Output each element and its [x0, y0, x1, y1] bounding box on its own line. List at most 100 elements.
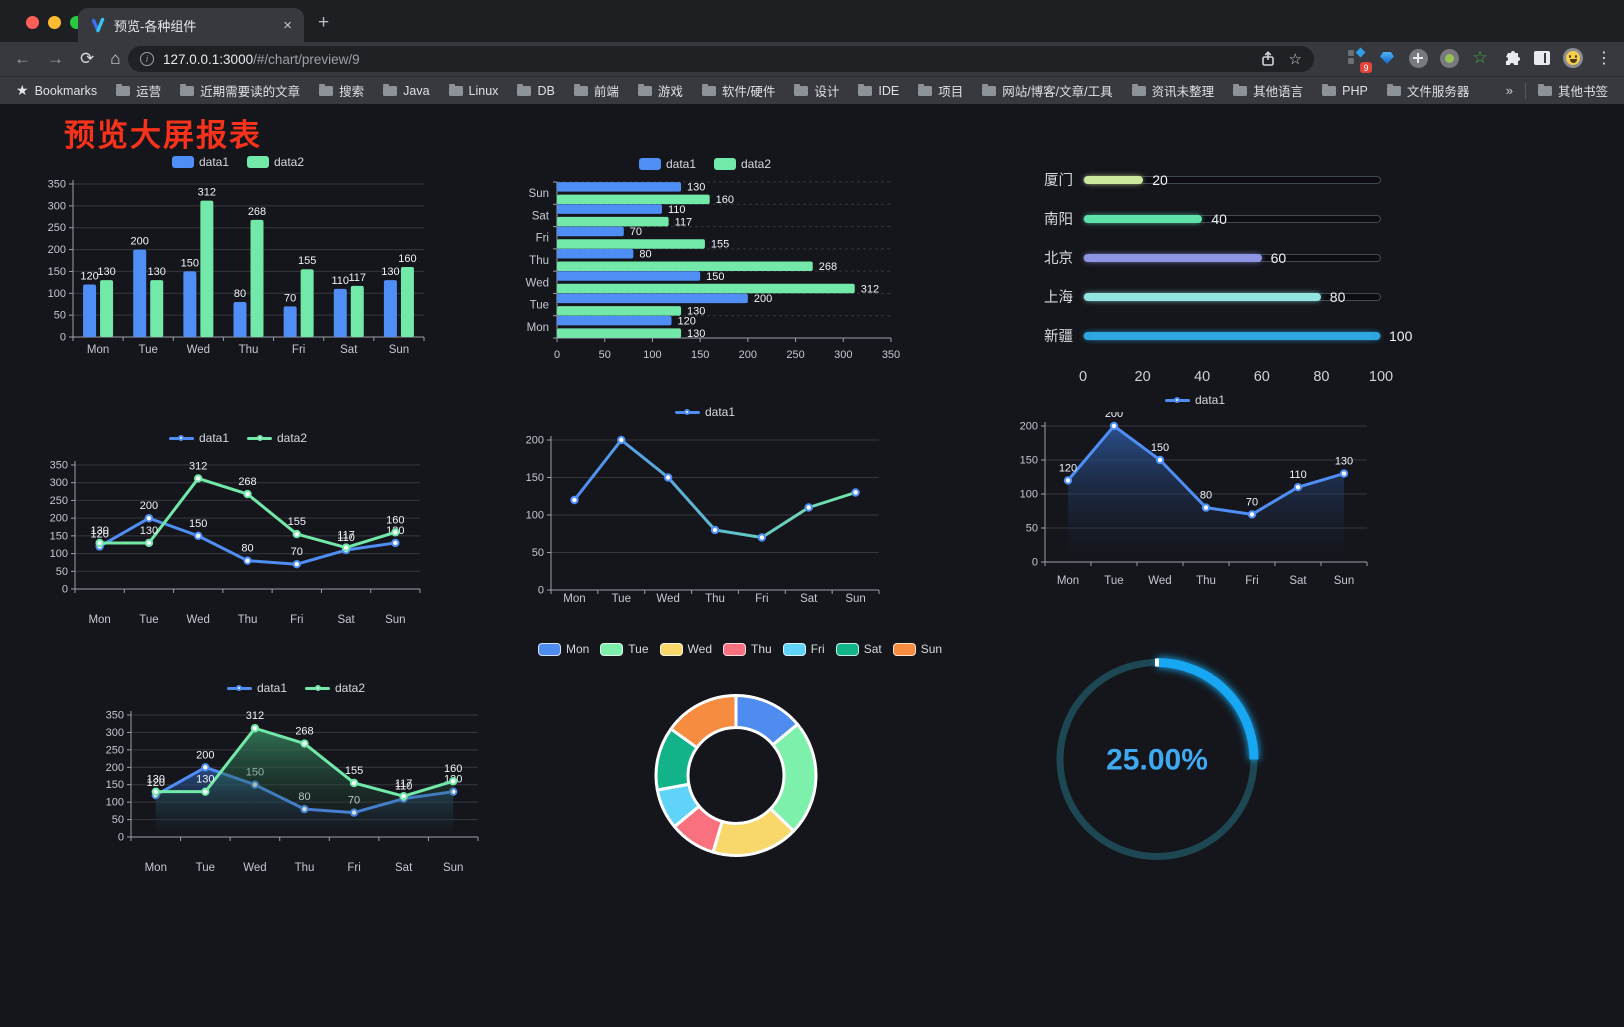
bookmarks-manager[interactable]: ★ Bookmarks — [16, 82, 97, 99]
legend-item-data1[interactable]: data1 — [168, 431, 229, 445]
close-window-button[interactable] — [26, 16, 39, 29]
legend-item-Fri[interactable]: Fri — [782, 642, 825, 656]
legend-item-data1[interactable]: data1 — [171, 155, 229, 169]
page-title: 预览大屏报表 — [64, 118, 262, 153]
svg-text:130: 130 — [90, 525, 108, 537]
bookmark-label: 游戏 — [657, 85, 683, 99]
svg-text:250: 250 — [786, 349, 804, 361]
chart-two-series-area: data1 data2 0 50 100 150 200 250 300 350 Mon Tue Wed… — [100, 676, 492, 886]
legend-item-data2[interactable]: data2 — [247, 155, 304, 169]
svg-text:160: 160 — [398, 253, 416, 265]
bookmark-label: 运营 — [136, 85, 162, 99]
chart-legend: data1 data2 — [638, 152, 771, 176]
svg-text:0: 0 — [118, 832, 124, 844]
bookmark-folder[interactable]: 前端 — [573, 81, 619, 100]
browser-menu-icon[interactable]: ⋮ — [1596, 50, 1612, 67]
legend-item-Tue[interactable]: Tue — [600, 642, 649, 656]
bookmark-folder[interactable]: IDE — [858, 81, 899, 100]
bookmark-folder[interactable]: Java — [383, 81, 430, 100]
legend-swatch — [600, 642, 624, 656]
svg-text:155: 155 — [298, 255, 316, 267]
bookmark-folder[interactable]: 近期需要读的文章 — [180, 81, 300, 100]
bookmark-folder[interactable]: 文件服务器 — [1386, 81, 1469, 100]
bookmarks-overflow-icon[interactable]: » — [1505, 83, 1513, 98]
svg-text:150: 150 — [691, 349, 709, 361]
legend-item-data1[interactable]: data1 — [638, 157, 696, 171]
svg-text:Mon: Mon — [145, 862, 167, 874]
svg-text:150: 150 — [706, 271, 724, 283]
bookmark-folder[interactable]: DB — [517, 81, 555, 100]
legend-swatch — [659, 642, 683, 656]
vue-devtools-icon[interactable] — [1375, 45, 1399, 71]
svg-text:300: 300 — [50, 477, 68, 489]
bookmark-folder[interactable]: 项目 — [918, 81, 963, 100]
bookmark-folder[interactable]: Linux — [448, 81, 498, 100]
extension-recorder-icon[interactable] — [1437, 45, 1461, 71]
bookmark-folder[interactable]: 搜索 — [319, 81, 364, 100]
legend-item-Sun[interactable]: Sun — [892, 642, 942, 656]
bookmark-folder[interactable]: 资讯未整理 — [1131, 81, 1214, 100]
legend-item-data2[interactable]: data2 — [247, 431, 307, 445]
forward-icon[interactable]: → — [47, 49, 64, 68]
progress-row: 上海 80 — [995, 277, 1381, 316]
home-icon[interactable]: ⌂ — [110, 49, 121, 68]
share-icon[interactable] — [1261, 51, 1275, 67]
svg-text:350: 350 — [48, 179, 66, 191]
bookmark-folder[interactable]: 游戏 — [637, 81, 683, 100]
other-bookmarks[interactable]: 其他书签 — [1537, 81, 1608, 100]
legend-item-Mon[interactable]: Mon — [537, 642, 589, 656]
bookmark-label: IDE — [878, 83, 900, 98]
extension-grid-icon[interactable]: 9 — [1344, 45, 1372, 73]
extension-asterisk-icon[interactable] — [1406, 45, 1430, 71]
bookmark-star-icon[interactable]: ☆ — [1288, 51, 1302, 68]
svg-text:160: 160 — [386, 514, 404, 526]
bookmark-folder[interactable]: 其他语言 — [1233, 81, 1303, 100]
svg-text:Sun: Sun — [443, 862, 463, 874]
bookmark-folder[interactable]: 运营 — [116, 81, 161, 100]
new-tab-button[interactable]: + — [318, 12, 330, 33]
extension-star-icon[interactable]: ☆ — [1472, 48, 1488, 67]
close-tab-icon[interactable]: × — [283, 16, 292, 34]
extensions-puzzle-icon[interactable] — [1499, 45, 1523, 71]
svg-text:130: 130 — [687, 328, 705, 340]
legend-item-data1[interactable]: data1 — [674, 405, 735, 419]
folder-icon — [180, 83, 195, 96]
side-panel-icon[interactable] — [1530, 45, 1554, 71]
progress-label: 南阳 — [1044, 212, 1073, 228]
legend-item-data1[interactable]: data1 — [1164, 393, 1225, 407]
progress-row: 厦门 20 — [995, 160, 1381, 199]
legend-item-data2[interactable]: data2 — [714, 157, 771, 171]
svg-text:Wed: Wed — [243, 862, 266, 874]
bookmark-folder[interactable]: 软件/硬件 — [701, 81, 776, 100]
axis-tick-label: 80 — [1313, 369, 1330, 385]
svg-text:200: 200 — [48, 244, 66, 256]
svg-text:300: 300 — [106, 727, 124, 739]
progress-label: 新疆 — [1044, 329, 1073, 345]
svg-text:Sat: Sat — [337, 614, 355, 626]
emoji-extension-icon[interactable] — [1561, 45, 1585, 71]
legend-item-Wed[interactable]: Wed — [659, 642, 712, 656]
browser-tab[interactable]: 预览-各种组件 × — [78, 8, 304, 42]
bookmark-folder[interactable]: PHP — [1322, 81, 1368, 100]
legend-item-data1[interactable]: data1 — [226, 681, 287, 695]
bookmark-folder[interactable]: 设计 — [794, 81, 839, 100]
svg-text:0: 0 — [554, 349, 560, 361]
svg-text:Mon: Mon — [1057, 575, 1079, 587]
bookmark-folder[interactable]: 网站/博客/文章/工具 — [982, 81, 1113, 100]
svg-text:312: 312 — [861, 283, 879, 295]
legend-item-Sat[interactable]: Sat — [835, 642, 882, 656]
svg-text:Sat: Sat — [340, 344, 358, 356]
svg-text:Tue: Tue — [196, 862, 215, 874]
site-info-icon[interactable]: i — [140, 52, 154, 66]
back-icon[interactable]: ← — [14, 49, 31, 68]
svg-text:350: 350 — [106, 710, 124, 722]
legend-item-Thu[interactable]: Thu — [723, 642, 772, 656]
reload-icon[interactable]: ⟳ — [80, 49, 95, 68]
address-bar[interactable]: i 127.0.0.1:3000/#/chart/preview/9 ☆ — [128, 46, 1314, 72]
svg-text:Sat: Sat — [532, 210, 550, 222]
legend-item-data2[interactable]: data2 — [305, 681, 365, 695]
bookmarks-list: 运营 近期需要读的文章 搜索 Java Linux DB 前端 游戏 软件/硬件 设计 IDE 项目 网… — [116, 81, 1469, 100]
minimize-window-button[interactable] — [48, 16, 61, 29]
bookmark-label: 软件/硬件 — [721, 85, 776, 99]
svg-text:130: 130 — [687, 182, 705, 194]
